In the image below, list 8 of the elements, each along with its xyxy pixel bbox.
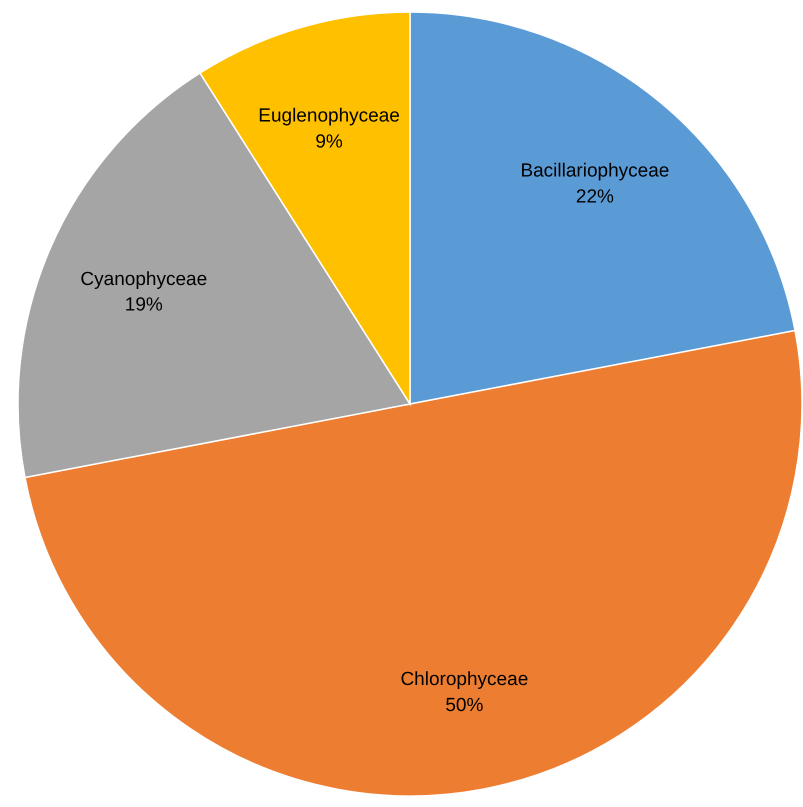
slice-label: Cyanophyceae [80,268,208,290]
slice-label: Euglenophyceae [258,106,400,127]
slice-label: Bacillariophyceae [520,160,670,182]
data-label: 9% [315,131,343,152]
slice-label: Chlorophyceae [400,669,528,690]
data-label: 19% [124,294,163,316]
data-label: 50% [445,694,484,716]
data-label: 22% [576,186,614,208]
